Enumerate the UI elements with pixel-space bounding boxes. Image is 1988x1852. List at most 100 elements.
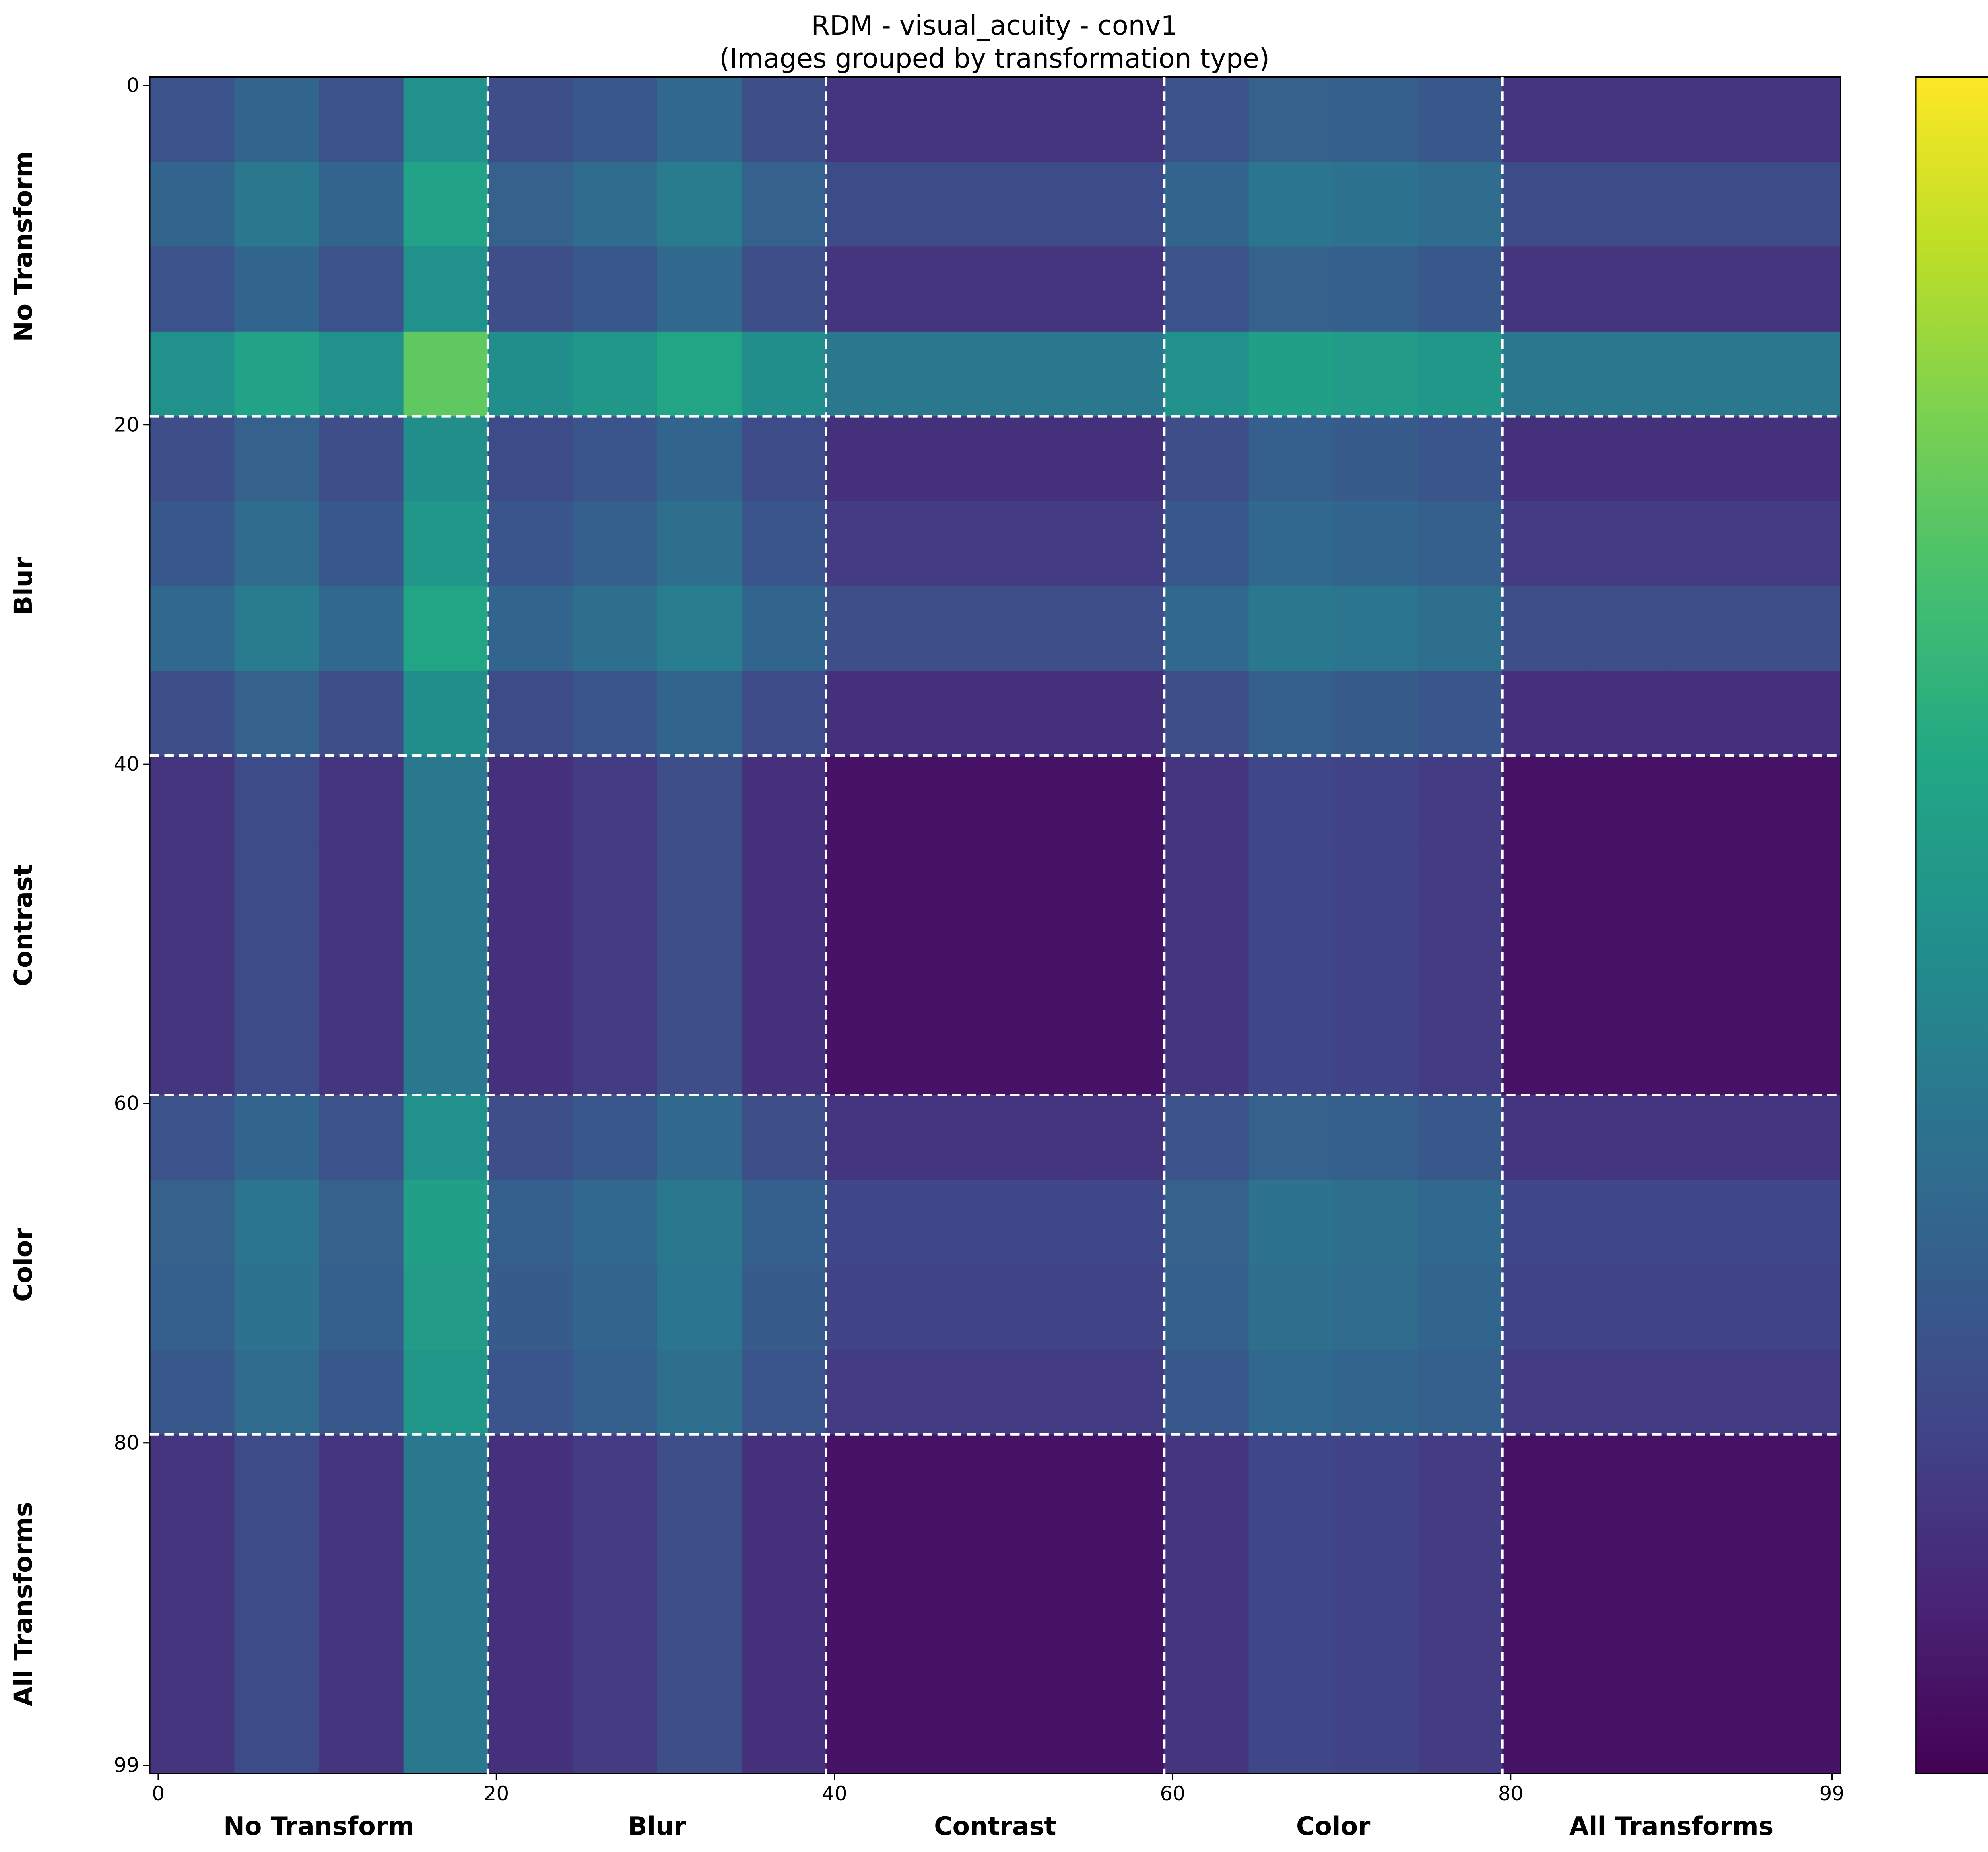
heatmap-cell <box>319 1434 404 1520</box>
heatmap-cell <box>1079 1264 1165 1350</box>
heatmap-cell <box>657 1349 742 1435</box>
heatmap-cell <box>572 161 658 247</box>
heatmap-cell <box>319 77 404 163</box>
heatmap-cell <box>1502 671 1588 756</box>
heatmap-cell <box>149 1095 235 1181</box>
heatmap-cell <box>1756 1434 1841 1520</box>
heatmap-cell <box>826 161 911 247</box>
heatmap-cell <box>826 925 911 1011</box>
heatmap-cell <box>234 925 320 1011</box>
heatmap-cell <box>149 1604 235 1690</box>
heatmap-cell <box>1756 925 1841 1011</box>
heatmap-cell <box>1079 501 1165 587</box>
heatmap-cell <box>1671 416 1757 502</box>
heatmap-cell <box>1756 1095 1841 1181</box>
heatmap-cell <box>911 1264 996 1350</box>
heatmap-cell <box>911 77 996 163</box>
heatmap-cell <box>657 840 742 926</box>
heatmap-cell <box>995 1349 1080 1435</box>
heatmap-cell <box>1417 246 1503 332</box>
heatmap-cell <box>572 1180 658 1265</box>
heatmap-cell <box>1586 586 1672 671</box>
heatmap-cell <box>1333 161 1419 247</box>
heatmap-cell <box>319 246 404 332</box>
heatmap-cell <box>1671 161 1757 247</box>
heatmap-cell <box>826 671 911 756</box>
heatmap-cell <box>1417 416 1503 502</box>
heatmap-cell <box>911 161 996 247</box>
heatmap-cell <box>572 1519 658 1605</box>
heatmap-cell <box>657 246 742 332</box>
heatmap-cell <box>1671 840 1757 926</box>
heatmap-cell <box>911 1604 996 1690</box>
heatmap-cell <box>149 1180 235 1265</box>
heatmap-cell <box>403 1264 489 1350</box>
heatmap-cell <box>234 416 320 502</box>
heatmap-cell <box>1586 416 1672 502</box>
heatmap-cell <box>657 331 742 417</box>
heatmap-cell <box>1586 246 1672 332</box>
heatmap-cell <box>488 1180 573 1265</box>
y-group-label: All Transforms <box>8 1502 38 1706</box>
heatmap-cell <box>319 1010 404 1096</box>
heatmap-cell <box>741 1264 827 1350</box>
heatmap-cell <box>995 1264 1080 1350</box>
heatmap-cell <box>488 671 573 756</box>
heatmap-cell <box>234 586 320 671</box>
heatmap-cell <box>741 1180 827 1265</box>
heatmap-cell <box>1079 586 1165 671</box>
heatmap-cell <box>1502 1010 1588 1096</box>
heatmap-cell <box>1164 1010 1249 1096</box>
heatmap-cell <box>826 1519 911 1605</box>
heatmap-cell <box>319 1519 404 1605</box>
heatmap-cell <box>234 840 320 926</box>
heatmap-cell <box>572 331 658 417</box>
heatmap-cell <box>1756 246 1841 332</box>
heatmap-cell <box>1671 1264 1757 1350</box>
heatmap-cell <box>1333 77 1419 163</box>
heatmap-cell <box>234 671 320 756</box>
heatmap-cell <box>149 1264 235 1350</box>
heatmap-cell <box>149 925 235 1011</box>
heatmap-cell <box>1586 501 1672 587</box>
y-group-label: Contrast <box>8 864 38 986</box>
heatmap-cell <box>995 1519 1080 1605</box>
heatmap-cell <box>826 1434 911 1520</box>
heatmap-cell <box>1079 416 1165 502</box>
heatmap-cell <box>1502 586 1588 671</box>
heatmap-cell <box>995 331 1080 417</box>
heatmap-cell <box>1756 331 1841 417</box>
heatmap-cell <box>319 1349 404 1435</box>
heatmap-cell <box>149 1689 235 1774</box>
heatmap-cell <box>1671 925 1757 1011</box>
heatmap-cell <box>741 77 827 163</box>
heatmap-cell <box>1417 586 1503 671</box>
heatmap-cell <box>149 755 235 841</box>
heatmap-cell <box>1671 331 1757 417</box>
heatmap-cell <box>1586 1095 1672 1181</box>
heatmap-cell <box>488 1519 573 1605</box>
heatmap-cell <box>403 161 489 247</box>
x-group-label: Contrast <box>934 1811 1056 1841</box>
heatmap-cell <box>1333 755 1419 841</box>
heatmap-cell <box>995 755 1080 841</box>
y-tick-label: 40 <box>114 752 140 776</box>
heatmap-cell <box>234 1689 320 1774</box>
heatmap-cell <box>741 416 827 502</box>
heatmap-cell <box>995 671 1080 756</box>
heatmap-cell <box>1079 925 1165 1011</box>
heatmap-cell <box>149 331 235 417</box>
heatmap-cell <box>572 1349 658 1435</box>
heatmap-cell <box>995 416 1080 502</box>
heatmap-cell <box>826 416 911 502</box>
heatmap-cell <box>149 840 235 926</box>
heatmap-cell <box>1417 1349 1503 1435</box>
heatmap-cell <box>1417 77 1503 163</box>
x-group-label: No Transform <box>223 1811 414 1841</box>
plot-frame <box>149 76 1841 1774</box>
heatmap-cell <box>1671 1180 1757 1265</box>
heatmap-cell <box>741 755 827 841</box>
x-tick-label: 0 <box>152 1782 165 1805</box>
heatmap-cell <box>403 1349 489 1435</box>
heatmap-cell <box>826 1095 911 1181</box>
